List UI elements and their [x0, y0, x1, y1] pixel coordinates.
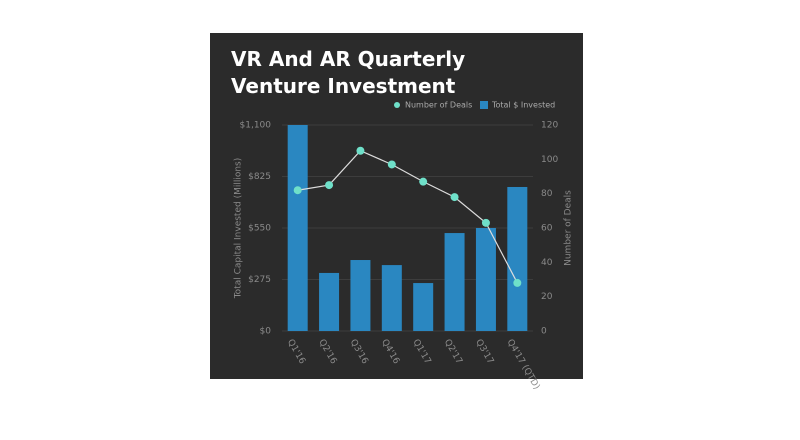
y2-axis-title: Number of Deals [564, 190, 574, 266]
y-tick-label: $1,100 [240, 121, 272, 131]
bar [413, 283, 434, 331]
line [297, 150, 518, 284]
y2-tick-label: 80 [541, 189, 553, 199]
y-axis-title: Total Capital Invested (Millions) [234, 158, 244, 300]
bar [507, 186, 528, 331]
point [419, 177, 428, 186]
x-tick-label: Q4'16 [379, 338, 401, 366]
point [450, 193, 459, 202]
legend-label: Total $ Invested [491, 101, 555, 110]
point [387, 160, 396, 169]
bar [287, 125, 308, 331]
legend-label: Number of Deals [405, 101, 472, 110]
x-tick-label: Q3'16 [348, 338, 370, 366]
point [325, 181, 334, 190]
y2-tick-label: 100 [541, 155, 558, 165]
chart-title: VR And AR Quarterly Venture Investment [231, 47, 466, 98]
x-tick-label: Q2'17 [442, 338, 464, 366]
y-tick-label: $550 [248, 224, 271, 234]
point [481, 218, 490, 227]
x-tick-label: Q4'17 (QTD) [505, 338, 542, 392]
y-tick-label: $825 [248, 172, 271, 182]
y2-tick-label: 40 [541, 258, 553, 268]
bar [444, 233, 465, 331]
x-tick-label: Q1'17 [410, 338, 432, 366]
x-tick-label: Q2'16 [316, 338, 338, 366]
point [513, 278, 522, 287]
y2-tick-label: 120 [541, 121, 558, 131]
bar [381, 265, 402, 331]
legend-marker [480, 101, 488, 109]
y2-tick-label: 20 [541, 292, 553, 302]
y2-tick-label: 0 [541, 327, 547, 337]
x-tick-label: Q3'17 [473, 338, 495, 366]
bar [319, 272, 340, 331]
y2-tick-label: 60 [541, 224, 553, 234]
y-tick-label: $275 [248, 275, 271, 285]
point [293, 186, 302, 195]
x-tick-label: Q1'16 [285, 338, 307, 366]
legend-marker [394, 102, 400, 108]
point [356, 146, 365, 155]
bar [350, 260, 371, 331]
bar [475, 228, 496, 331]
y-tick-label: $0 [260, 327, 272, 337]
